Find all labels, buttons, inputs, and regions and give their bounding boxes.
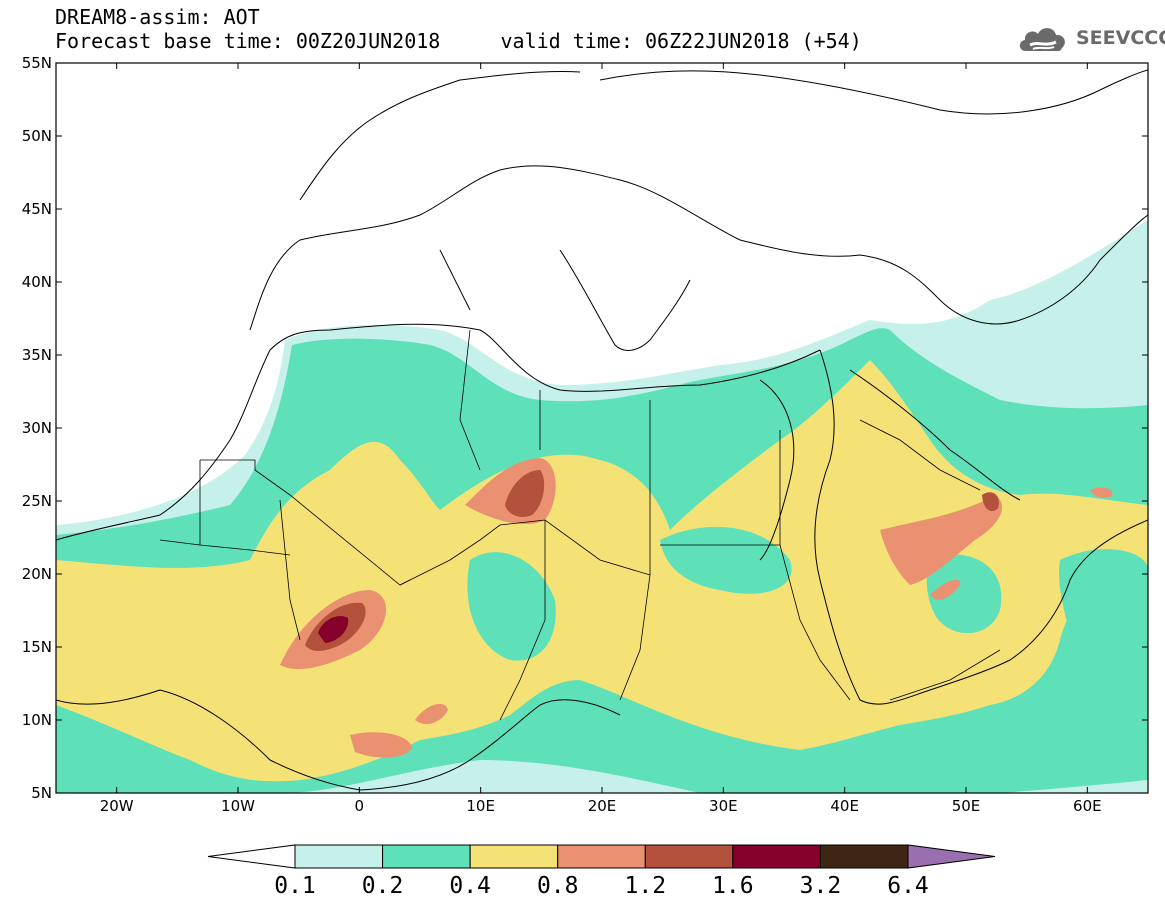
aot-band-1.2-c [982, 492, 999, 512]
aot-band-1.2-b [505, 470, 545, 517]
aot-patch-green-4 [1059, 549, 1148, 709]
aot-field [56, 63, 1148, 793]
map-title: DREAM8-assim: AOT [55, 5, 260, 29]
lon-tick-label: 40E [830, 797, 859, 815]
lat-tick-label: 35N [22, 346, 52, 364]
aot-band-0.8-d [350, 732, 412, 758]
aot-patch-green-5 [318, 387, 363, 451]
aot-band-0.8-e [415, 703, 448, 725]
colorbar-swatch [382, 844, 471, 869]
lon-tick-label: 10W [221, 797, 255, 815]
colorbar-swatch [819, 844, 909, 869]
colorbar-under-arrow [207, 844, 296, 869]
colorbar-label: 1.6 [712, 873, 754, 899]
colorbar-label: 1.2 [625, 873, 667, 899]
seevccc-logo: SEEVCCC [1016, 21, 1165, 55]
map-subtitle: Forecast base time: 00Z20JUN2018 valid t… [55, 29, 862, 53]
aot-band-1.6 [318, 615, 349, 643]
colorbar-swatch [732, 844, 821, 869]
colorbar-over-arrow [907, 844, 996, 869]
lat-tick-label: 55N [22, 54, 52, 72]
lat-tick-label: 40N [22, 273, 52, 291]
colorbar-swatch [557, 844, 646, 869]
lon-tick-label: 10E [466, 797, 495, 815]
aot-band-0.8-g [1090, 487, 1113, 498]
lon-tick-label: 30E [709, 797, 738, 815]
colorbar-swatch [644, 844, 734, 869]
longitude-axis: 20W 10W 0 10E 20E 30E 40E 50E 60E [100, 63, 1102, 815]
colorbar-label: 0.1 [274, 873, 316, 899]
lat-tick-label: 30N [22, 419, 52, 437]
lat-tick-label: 50N [22, 127, 52, 145]
logo-text: SEEVCCC [1076, 27, 1165, 49]
colorbar-swatch [294, 844, 384, 869]
aot-patch-green-1 [467, 552, 556, 661]
aot-patch-green-3 [926, 554, 1002, 634]
lon-tick-label: 20E [588, 797, 617, 815]
lat-tick-label: 15N [22, 638, 52, 656]
lon-tick-label: 50E [952, 797, 981, 815]
country-borders [159, 329, 1001, 721]
colorbar-label: 0.8 [537, 873, 579, 899]
lat-tick-label: 5N [31, 784, 52, 802]
colorbar-label: 0.2 [362, 873, 404, 899]
colorbar: 0.1 0.2 0.4 0.8 1.2 1.6 3.2 6.4 [207, 844, 996, 899]
aot-patch-green-2 [660, 526, 792, 594]
lat-tick-label: 25N [22, 492, 52, 510]
coastlines [56, 69, 1148, 791]
aot-band-0.8-f [930, 579, 961, 600]
aot-band-0.8-c [880, 495, 1003, 585]
colorbar-label: 0.4 [449, 873, 491, 899]
lat-tick-label: 20N [22, 565, 52, 583]
colorbar-swatch [469, 844, 559, 869]
lat-tick-label: 10N [22, 711, 52, 729]
colorbar-label: 6.4 [887, 873, 929, 899]
aot-band-0.4 [56, 360, 1148, 782]
lon-tick-label: 20W [100, 797, 134, 815]
colorbar-label: 3.2 [800, 873, 842, 899]
lat-tick-label: 45N [22, 200, 52, 218]
cloud-icon [1019, 28, 1065, 51]
lon-tick-label: 60E [1073, 797, 1102, 815]
latitude-axis: 55N 50N 45N 40N 35N 30N 25N 20N 15N 10N 5N [22, 54, 1148, 802]
lon-tick-label: 0 [355, 797, 365, 815]
